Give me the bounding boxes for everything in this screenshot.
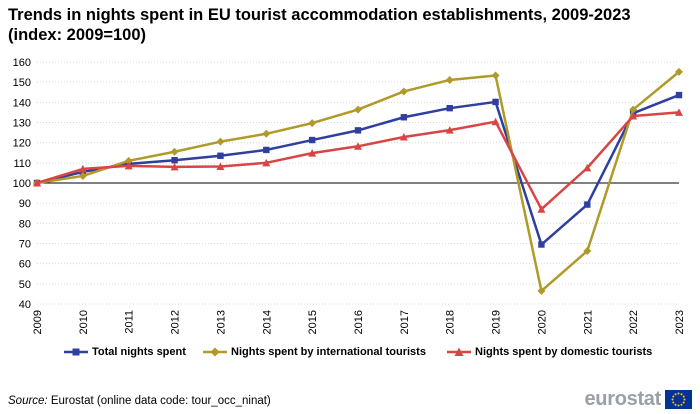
data-point xyxy=(78,171,87,180)
data-point xyxy=(491,117,500,126)
data-point xyxy=(170,147,179,156)
data-point xyxy=(399,87,408,96)
data-point xyxy=(262,158,271,167)
data-point xyxy=(170,162,179,171)
legend-item-international: Nights spent by international tourists xyxy=(203,346,426,358)
series-2 xyxy=(33,108,683,213)
legend-item-total: Total nights spent xyxy=(64,346,186,358)
series-lines xyxy=(33,67,683,295)
data-point xyxy=(584,201,591,208)
legend-label-domestic: Nights spent by domestic tourists xyxy=(475,346,653,358)
brand-text: eurostat xyxy=(584,388,661,410)
data-point xyxy=(308,136,316,144)
source-text: Eurostat (online data code: tour_occ_nin… xyxy=(50,395,271,407)
x-tick-label: 2013 xyxy=(215,310,227,334)
x-tick-label: 2023 xyxy=(674,310,686,334)
legend-label-total: Total nights spent xyxy=(92,346,186,358)
x-tick-label: 2022 xyxy=(628,310,640,334)
y-tick-label: 110 xyxy=(13,158,31,170)
x-tick-label: 2015 xyxy=(307,310,319,334)
legend: Total nights spent Nights spent by inter… xyxy=(0,346,700,364)
data-point xyxy=(78,164,87,173)
y-tick-label: 150 xyxy=(13,77,31,89)
data-point xyxy=(308,149,317,157)
data-point xyxy=(263,146,270,154)
source-label: Source: xyxy=(8,395,48,407)
data-point xyxy=(354,127,362,134)
data-point xyxy=(217,152,224,159)
eurostat-logo: eurostat xyxy=(584,388,692,411)
data-point xyxy=(216,137,225,146)
data-point xyxy=(629,105,638,114)
data-point xyxy=(445,126,454,134)
data-point xyxy=(675,67,683,76)
y-tick-label: 50 xyxy=(19,279,31,291)
legend-item-domestic: Nights spent by domestic tourists xyxy=(447,346,652,358)
data-point xyxy=(171,157,178,164)
chart-title: Trends in nights spent in EU tourist acc… xyxy=(8,6,631,44)
data-point xyxy=(629,112,638,120)
x-tick-label: 2010 xyxy=(78,310,90,334)
x-tick-label: 2019 xyxy=(491,310,503,334)
legend-label-international: Nights spent by international tourists xyxy=(231,346,426,358)
data-point xyxy=(124,156,133,165)
legend-marker-diamond-icon xyxy=(203,347,227,357)
y-tick-label: 130 xyxy=(13,118,31,130)
x-tick-label: 2014 xyxy=(261,310,273,334)
y-tick-label: 80 xyxy=(19,218,31,230)
x-axis-ticks: 2009 2010 2011 2012 2013 2014 2015 2016 2017 2018… xyxy=(32,310,686,334)
data-point xyxy=(400,114,408,121)
data-point xyxy=(445,75,454,84)
data-point xyxy=(491,71,500,80)
data-point xyxy=(583,246,592,255)
data-point xyxy=(537,286,546,295)
data-point xyxy=(124,161,133,170)
y-axis-ticks: 40 50 60 70 80 90 100 110 120 130 140 150 160 xyxy=(13,57,31,311)
data-point xyxy=(308,119,317,128)
data-point xyxy=(33,179,41,187)
eu-flag-icon xyxy=(665,390,692,409)
y-tick-label: 160 xyxy=(13,57,31,69)
y-tick-label: 100 xyxy=(13,178,31,190)
x-tick-label: 2021 xyxy=(582,310,594,334)
data-point xyxy=(675,108,683,116)
data-point xyxy=(538,241,545,248)
series-1 xyxy=(33,67,683,295)
y-tick-label: 40 xyxy=(19,299,31,311)
legend-marker-triangle-icon xyxy=(447,347,471,356)
data-point xyxy=(262,129,271,138)
data-point xyxy=(399,133,408,141)
series-line xyxy=(36,70,680,293)
data-point xyxy=(583,163,592,172)
legend-marker-square-icon xyxy=(64,348,88,356)
x-tick-label: 2020 xyxy=(536,310,548,334)
x-tick-label: 2009 xyxy=(32,310,44,334)
y-tick-label: 60 xyxy=(19,259,31,271)
data-point xyxy=(537,205,546,213)
y-tick-label: 140 xyxy=(13,97,31,109)
x-tick-label: 2012 xyxy=(170,310,182,334)
y-tick-label: 90 xyxy=(19,198,31,210)
data-point xyxy=(354,142,362,150)
y-tick-label: 70 xyxy=(19,239,31,251)
y-tick-label: 120 xyxy=(13,138,31,150)
x-tick-label: 2016 xyxy=(353,310,365,334)
data-point xyxy=(354,105,362,114)
source-note: Source: Eurostat (online data code: tour… xyxy=(8,395,271,407)
x-tick-label: 2018 xyxy=(445,310,457,334)
series-line xyxy=(36,93,680,246)
data-point xyxy=(446,104,453,112)
data-point xyxy=(675,91,683,99)
data-point xyxy=(492,98,499,106)
x-tick-label: 2011 xyxy=(124,310,136,334)
data-point xyxy=(216,162,225,170)
x-tick-label: 2017 xyxy=(399,310,411,334)
